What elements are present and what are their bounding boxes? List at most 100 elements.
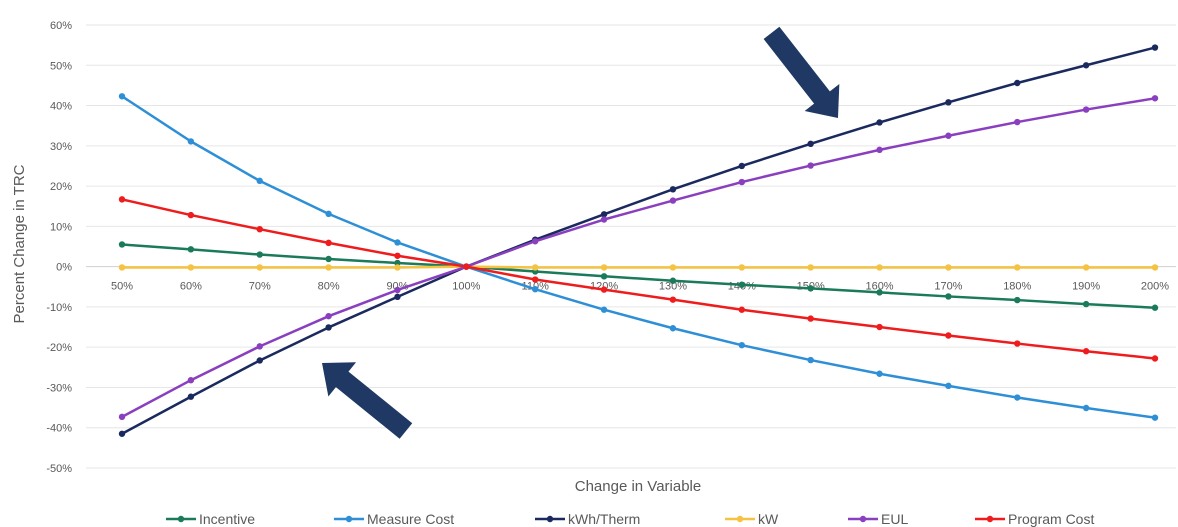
data-point — [394, 264, 401, 271]
legend-item: kWh/Therm — [535, 511, 640, 527]
data-point — [1082, 300, 1090, 308]
data-point — [1014, 79, 1021, 87]
series-line — [121, 97, 1156, 418]
y-tick-label: -10% — [46, 302, 72, 314]
series-line — [121, 198, 1156, 360]
x-tick-label: 80% — [318, 281, 340, 293]
data-point — [256, 357, 263, 364]
data-point — [325, 324, 332, 331]
annotation-arrows — [321, 26, 840, 439]
data-point — [1014, 264, 1021, 271]
x-tick-label: 200% — [1141, 281, 1169, 293]
x-axis-title: Change in Variable — [575, 478, 701, 495]
data-point — [876, 146, 883, 154]
legend-label: Incentive — [199, 511, 255, 527]
data-point — [1014, 340, 1021, 347]
x-tick-label: 190% — [1072, 281, 1100, 293]
y-axis-title: Percent Change in TRC — [11, 164, 28, 323]
legend-label: kW — [758, 511, 779, 527]
data-point — [876, 323, 883, 331]
data-point — [669, 277, 677, 284]
data-point — [600, 216, 608, 223]
data-point — [532, 285, 539, 293]
y-tick-label: -50% — [46, 463, 72, 475]
data-point — [1151, 44, 1159, 51]
y-tick-label: 20% — [50, 181, 72, 193]
data-point — [1082, 348, 1090, 355]
data-point — [669, 197, 677, 204]
data-point — [807, 264, 814, 271]
series-line — [122, 265, 1155, 269]
x-tick-label: 180% — [1003, 281, 1031, 293]
data-point — [187, 377, 195, 384]
data-point — [394, 239, 401, 246]
data-point — [1151, 355, 1159, 362]
data-point — [1151, 264, 1159, 271]
data-point — [807, 356, 814, 364]
data-point — [600, 273, 608, 280]
legend-label: kWh/Therm — [568, 511, 640, 527]
data-point — [187, 138, 195, 145]
y-tick-label: 40% — [50, 101, 72, 113]
data-point — [463, 263, 470, 270]
data-point — [394, 293, 401, 301]
data-point — [876, 119, 883, 126]
series-program-cost — [118, 196, 1159, 362]
x-tick-label: 100% — [452, 281, 480, 293]
y-tick-label: -40% — [46, 423, 72, 435]
series-kw — [118, 263, 1159, 271]
legend-swatch-marker — [736, 515, 744, 523]
data-point — [1014, 296, 1021, 304]
data-point — [600, 211, 608, 218]
y-tick-label: 10% — [50, 221, 72, 233]
data-point — [1082, 62, 1090, 69]
data-point — [669, 264, 677, 271]
data-point — [532, 264, 539, 271]
series-lines — [118, 44, 1159, 437]
legend-swatch-marker — [859, 515, 867, 523]
data-point — [1082, 404, 1090, 412]
x-axis-ticks: 50%60%70%80%90%100%110%120%130%140%150%1… — [111, 281, 1169, 293]
data-point — [807, 285, 814, 292]
y-tick-label: -30% — [46, 382, 72, 394]
y-tick-label: 30% — [50, 141, 72, 153]
data-point — [738, 306, 745, 313]
legend-label: Measure Cost — [367, 511, 454, 527]
data-point — [118, 196, 126, 203]
data-point — [256, 177, 263, 185]
series-line — [121, 243, 1156, 309]
data-point — [1151, 95, 1159, 102]
data-point — [669, 296, 677, 303]
data-point — [1082, 106, 1090, 113]
data-point — [738, 264, 745, 271]
y-axis-ticks: 60% 50% 40% 30% 20% 10% 0% -10% -20% -30% -40% -50% — [46, 20, 72, 475]
series-line — [121, 46, 1156, 435]
data-point — [876, 289, 883, 296]
x-tick-label: 170% — [934, 281, 962, 293]
data-point — [187, 264, 195, 271]
data-point — [256, 251, 263, 258]
data-point — [807, 140, 814, 148]
data-point — [945, 382, 952, 390]
series-kwh-therm — [118, 44, 1159, 437]
data-point — [118, 241, 126, 248]
legend-label: Program Cost — [1008, 511, 1094, 527]
legend-item: Program Cost — [975, 511, 1094, 527]
y-tick-label: 0% — [56, 262, 72, 274]
data-point — [256, 264, 263, 271]
data-point — [118, 413, 126, 421]
legend-item: EUL — [848, 511, 908, 527]
legend-item: Measure Cost — [334, 511, 454, 527]
data-point — [118, 93, 126, 100]
data-point — [669, 186, 677, 193]
data-point — [945, 132, 952, 139]
gridlines — [86, 24, 1176, 469]
annotation-arrow — [321, 362, 413, 439]
data-point — [945, 99, 952, 106]
data-point — [600, 306, 608, 313]
x-tick-label: 50% — [111, 281, 133, 293]
data-point — [325, 239, 332, 247]
data-point — [325, 312, 332, 320]
data-point — [807, 162, 814, 169]
legend-item: Incentive — [166, 511, 255, 527]
